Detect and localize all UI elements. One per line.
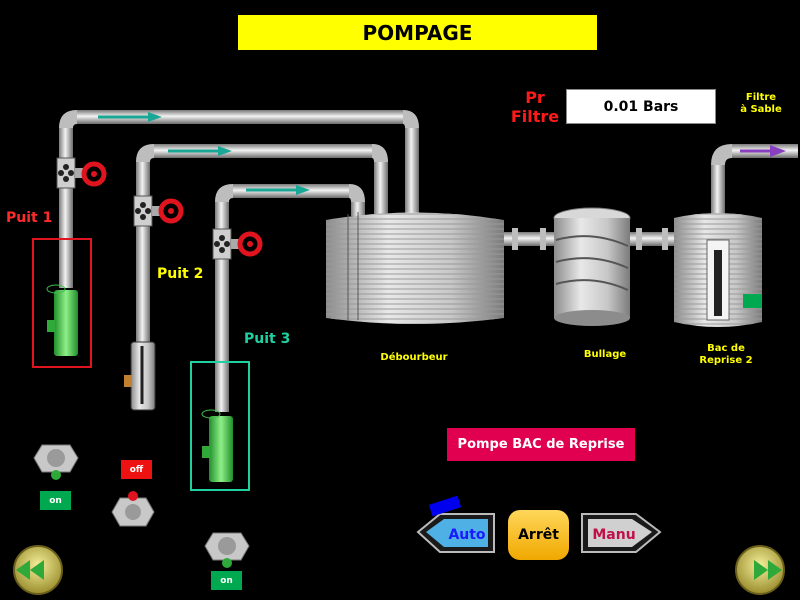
stop-button[interactable]: Arrêt [508, 510, 569, 560]
tank-debourbeur [326, 212, 504, 324]
tank-label-debourbeur: Débourbeur [372, 352, 456, 364]
nav-forward-button[interactable] [735, 545, 785, 595]
well-label-1: Puit 1 [6, 210, 53, 226]
connector-1 [504, 228, 554, 250]
well-label-2: Puit 2 [157, 266, 204, 282]
pipe-puit-2 [136, 144, 388, 347]
valve-puit-1[interactable] [56, 157, 107, 189]
connector-2 [630, 228, 674, 250]
tank-label-bullage-line1: Bullage [583, 349, 627, 360]
tank-label-bullage: Bullage [572, 349, 638, 361]
tank-label-debourbeur-line1: Débourbeur [380, 352, 448, 363]
pump-puit-3[interactable] [190, 361, 250, 491]
switch-3-status: on [211, 571, 242, 590]
tank-label-bac-reprise-line1: Bac de [707, 343, 745, 354]
well-label-3: Puit 3 [244, 331, 291, 347]
switch-2-status: off [121, 460, 152, 479]
tank-bac-reprise-2 [674, 213, 762, 327]
pressure-label-line2: Filtre [510, 107, 560, 126]
toggle-switch-2[interactable] [111, 491, 155, 527]
valve-puit-2[interactable] [133, 195, 184, 227]
pressure-value: 0.01 Bars [566, 89, 716, 124]
tank-label-bac-reprise: Bac de Reprise 2 [690, 343, 762, 367]
page-title: POMPAGE [238, 15, 597, 50]
pump-bac-reprise-button[interactable]: Pompe BAC de Reprise [447, 428, 635, 461]
pressure-label: Pr Filtre [505, 88, 565, 126]
toggle-switch-3[interactable] [204, 532, 250, 568]
valve-puit-3[interactable] [212, 228, 263, 260]
manual-mode-button[interactable]: Manu [592, 527, 636, 543]
pump-puit-2[interactable] [124, 341, 156, 411]
pump-puit-1[interactable] [32, 238, 92, 368]
tank-label-bac-reprise-line2: Reprise 2 [699, 355, 753, 366]
nav-back-button[interactable] [13, 545, 63, 595]
tank-bullage [553, 207, 631, 326]
flow-arrow-2 [168, 146, 232, 156]
flow-arrow-1 [98, 112, 162, 122]
filter-label: Filtre à Sable [728, 92, 794, 116]
manu-button-shape [581, 513, 662, 553]
toggle-switch-1[interactable] [33, 444, 79, 480]
flow-arrow-3 [246, 185, 310, 195]
switch-1-status: on [40, 491, 71, 510]
pressure-label-line1: Pr [525, 88, 545, 107]
auto-button-shape [416, 495, 495, 553]
filter-label-line1: Filtre [745, 92, 777, 103]
flow-arrow-filter [740, 145, 786, 157]
filter-label-line2: à Sable [740, 104, 782, 115]
auto-mode-button[interactable]: Auto [448, 527, 486, 543]
